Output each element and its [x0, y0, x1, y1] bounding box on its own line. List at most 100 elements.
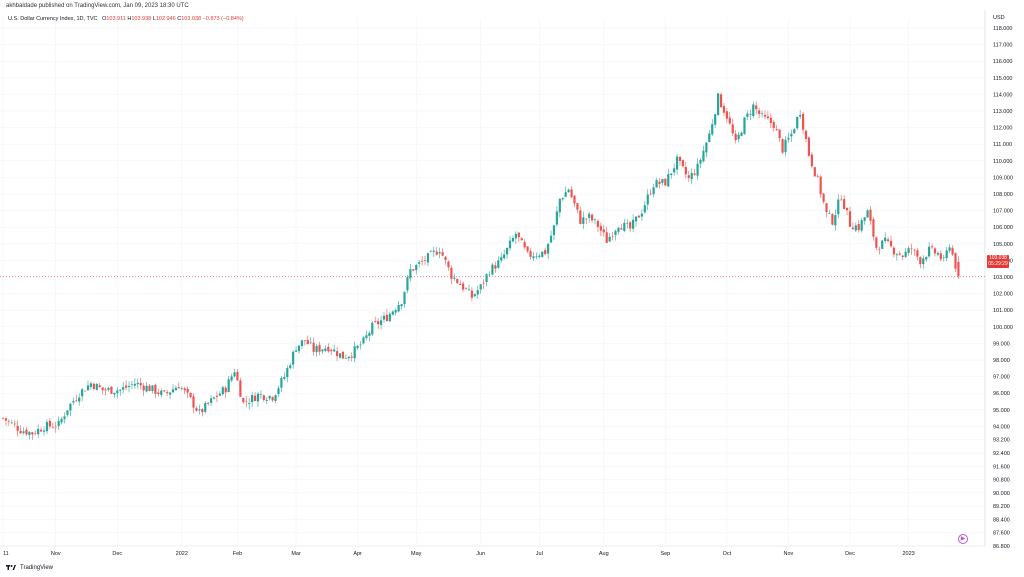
- candle-body: [78, 397, 81, 402]
- candle-body: [804, 130, 808, 139]
- candle-body: [368, 332, 371, 337]
- candle-body: [708, 133, 711, 143]
- candle-body: [643, 205, 646, 213]
- candle-body: [860, 220, 863, 231]
- candle-body: [280, 378, 283, 388]
- replay-play-icon[interactable]: ▶: [958, 534, 968, 544]
- candle-body: [743, 117, 746, 134]
- candle-body: [655, 180, 658, 188]
- tradingview-logo-icon: [6, 565, 16, 570]
- y-tick-label: 95.000: [993, 408, 1010, 414]
- candle-body: [517, 232, 520, 238]
- candle-body: [379, 320, 383, 325]
- candle-body: [362, 337, 365, 344]
- candle-body: [377, 321, 380, 325]
- candle-body: [793, 129, 796, 134]
- candle-body: [511, 238, 515, 242]
- candle-body: [848, 211, 852, 227]
- candle-body: [385, 314, 389, 322]
- candle-body: [588, 213, 591, 218]
- candle-body: [652, 187, 655, 195]
- y-tick-label: 116.000: [993, 59, 1012, 65]
- candle-body: [19, 430, 22, 434]
- candle-body: [397, 305, 400, 312]
- candle-body: [681, 160, 685, 167]
- candle-body: [634, 216, 638, 222]
- candle-body: [775, 129, 778, 131]
- candle-body: [327, 346, 330, 352]
- candle-body: [781, 139, 784, 153]
- candle-body: [640, 213, 643, 217]
- candle-body: [719, 94, 723, 108]
- candle-body: [447, 261, 450, 268]
- y-tick-label: 118.000: [993, 26, 1012, 32]
- candle-body: [336, 351, 339, 357]
- candle-body: [523, 241, 526, 248]
- candle-body: [151, 385, 154, 391]
- candle-body: [432, 250, 435, 252]
- candle-body: [476, 290, 479, 295]
- candle-body: [667, 174, 670, 187]
- symbol-name: U.S. Dollar Currency Index, 1D, TVC: [8, 16, 98, 22]
- candle-body: [245, 401, 248, 403]
- candle-body: [886, 239, 890, 241]
- candle-body: [834, 215, 837, 226]
- open-label: O: [102, 16, 107, 22]
- candle-body: [895, 254, 898, 256]
- candle-body: [889, 240, 893, 247]
- candle-body: [212, 397, 216, 399]
- candle-body: [7, 420, 10, 422]
- candle-body: [374, 321, 377, 322]
- candle-body: [145, 385, 148, 392]
- candle-body: [420, 261, 424, 262]
- candle-body: [435, 251, 438, 255]
- candle-body: [913, 249, 916, 251]
- candle-body: [341, 351, 345, 359]
- candle-body: [526, 246, 529, 252]
- candle-body: [907, 248, 910, 253]
- candle-body: [283, 376, 286, 379]
- y-tick-label: 92.400: [993, 451, 1010, 457]
- candle-body: [769, 117, 772, 124]
- candle-body: [728, 117, 731, 124]
- y-tick-label: 112.000: [993, 126, 1012, 132]
- low-label: L: [152, 16, 156, 22]
- candle-body: [127, 385, 131, 387]
- candle-body: [309, 342, 312, 344]
- candle-body: [547, 244, 550, 254]
- candle-body: [705, 142, 708, 153]
- candle-body: [189, 392, 192, 398]
- candle-body: [306, 339, 309, 345]
- y-tick-label: 96.000: [993, 391, 1010, 397]
- y-tick-label: 90.800: [993, 478, 1010, 484]
- candle-body: [233, 372, 236, 377]
- candle-body: [482, 282, 485, 284]
- candle-body: [268, 395, 271, 399]
- candle-body: [673, 168, 676, 173]
- candle-body: [31, 432, 34, 435]
- candle-body: [529, 250, 532, 257]
- candle-body: [579, 210, 582, 224]
- x-tick-label: 2023: [902, 551, 914, 557]
- candle-body: [256, 393, 260, 402]
- candle-body: [286, 368, 289, 378]
- y-tick-label: 99.000: [993, 341, 1010, 347]
- candle-body: [875, 237, 878, 248]
- x-tick-label: Aug: [599, 551, 609, 557]
- candle-body: [766, 116, 770, 119]
- candle-body: [772, 121, 775, 129]
- candle-body: [262, 395, 265, 401]
- candle-body: [4, 418, 8, 421]
- x-tick-label: Oct: [723, 551, 732, 557]
- candle-body: [48, 420, 51, 427]
- candle-body: [837, 199, 840, 215]
- candle-body: [294, 350, 298, 352]
- candle-body: [541, 251, 544, 257]
- candle-body: [570, 189, 573, 198]
- candle-body: [778, 129, 781, 139]
- candle-body: [632, 219, 635, 229]
- candle-body: [690, 173, 693, 180]
- candle-body: [251, 395, 254, 403]
- candle-body: [148, 385, 151, 392]
- candle-body: [66, 410, 69, 415]
